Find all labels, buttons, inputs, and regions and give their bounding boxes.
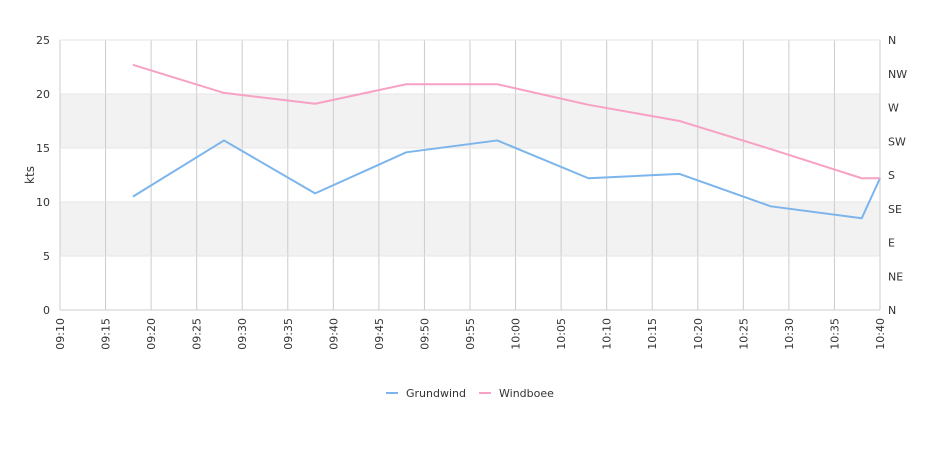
x-tick-label: 09:35 — [282, 318, 295, 350]
x-axis: 09:10 09:15 09:20 09:25 09:30 09:35 09:40 09:45… — [54, 309, 887, 350]
legend[interactable]: Grundwind Windboee — [386, 387, 554, 400]
x-tick-label: 09:15 — [100, 318, 113, 350]
x-tick-label: 10:15 — [646, 318, 659, 350]
legend-label-grundwind: Grundwind — [406, 387, 466, 400]
series-line-windboee — [132, 63, 880, 180]
direction-tick-label: E — [888, 237, 895, 250]
direction-tick-label: SW — [888, 135, 906, 148]
legend-label-windboee: Windboee — [499, 387, 554, 400]
x-tick-label: 09:50 — [418, 318, 431, 350]
y-tick-label: 0 — [43, 304, 50, 317]
x-tick-label: 10:10 — [601, 318, 614, 350]
direction-axis: N NE E SE S SW W NW N — [888, 34, 907, 317]
x-tick-label: 09:30 — [236, 318, 249, 350]
x-tick-label: 09:25 — [191, 318, 204, 350]
direction-tick-label: NE — [888, 270, 903, 283]
direction-tick-label: S — [888, 169, 895, 182]
x-tick-label: 10:30 — [783, 318, 796, 350]
x-tick-label: 10:35 — [828, 318, 841, 350]
x-tick-label: 10:05 — [555, 318, 568, 350]
y-tick-label: 10 — [36, 196, 50, 209]
x-tick-label: 10:20 — [692, 318, 705, 350]
direction-tick-label: N — [888, 34, 896, 47]
series-line-grundwind — [132, 139, 881, 220]
x-tick-label: 09:45 — [373, 318, 386, 350]
x-tick-label: 10:00 — [510, 318, 523, 350]
y-axis-title: kts — [23, 166, 37, 184]
direction-tick-label: N — [888, 304, 896, 317]
y-tick-label: 20 — [36, 88, 50, 101]
y-tick-label: 5 — [43, 250, 50, 263]
x-tick-label: 09:20 — [145, 318, 158, 350]
series-lines — [132, 63, 881, 220]
y-tick-label: 25 — [36, 34, 50, 47]
direction-tick-label: W — [888, 102, 899, 115]
x-tick-label: 09:40 — [327, 318, 340, 350]
x-tick-label: 10:25 — [737, 318, 750, 350]
x-tick-label: 10:40 — [874, 318, 887, 350]
y-tick-label: 15 — [36, 142, 50, 155]
vertical-gridlines — [59, 40, 881, 310]
x-tick-label: 09:55 — [464, 318, 477, 350]
y-axis: 0 5 10 15 20 25 — [36, 34, 50, 317]
direction-tick-label: SE — [888, 203, 902, 216]
horizontal-gridlines — [60, 39, 880, 311]
x-tick-label: 09:10 — [54, 318, 67, 350]
direction-tick-label: NW — [888, 68, 907, 81]
